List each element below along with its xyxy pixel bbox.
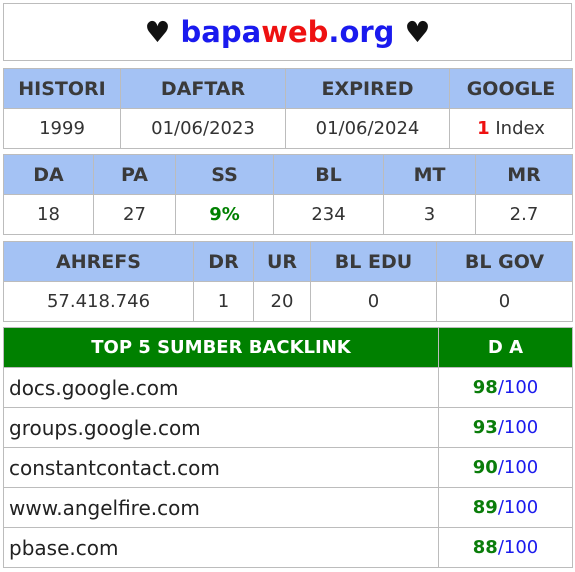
score-value: 93 [472,417,498,438]
heart-icon: ♥ [144,15,171,49]
table-row: constantcontact.com 90/100 [3,447,573,488]
table-row: www.angelfire.com 89/100 [3,487,573,528]
backlink-site: www.angelfire.com [3,487,439,528]
value-daftar: 01/06/2023 [120,108,286,149]
backlink-score: 98/100 [438,367,573,408]
header-ahrefs: AHREFS [3,241,194,282]
site-title: ♥ bapaweb.org ♥ [3,3,572,61]
score-max: /100 [497,417,539,438]
score-max: /100 [497,377,539,398]
header-google: GOOGLE [449,68,573,109]
value-da: 18 [3,194,94,235]
header-top-backlink: TOP 5 SUMBER BACKLINK [3,327,439,368]
backlink-site: docs.google.com [3,367,439,408]
header-mt: MT [383,154,476,195]
value-pa: 27 [93,194,176,235]
value-ur: 20 [253,281,311,322]
value-expired: 01/06/2024 [285,108,450,149]
header-ur: UR [253,241,311,282]
value-bl-edu: 0 [310,281,437,322]
header-dr: DR [193,241,254,282]
title-box: ♥ bapaweb.org ♥ [3,3,572,61]
table-row: groups.google.com 93/100 [3,407,573,448]
google-index-count: 1 [477,118,490,139]
header-da: DA [3,154,94,195]
header-mr: MR [475,154,573,195]
backlink-score: 89/100 [438,487,573,528]
title-part-bapa: bapa [180,15,262,49]
header-bl-edu: BL EDU [310,241,437,282]
score-max: /100 [497,537,539,558]
score-max: /100 [497,497,539,518]
title-part-org: .org [328,15,395,49]
header-backlink-da: D A [438,327,573,368]
score-value: 98 [472,377,498,398]
score-value: 90 [472,457,498,478]
value-google: 1 Index [449,108,573,149]
header-bl: BL [273,154,384,195]
header-ss: SS [175,154,274,195]
table-row: pbase.com 88/100 [3,527,573,568]
header-expired: EXPIRED [285,68,450,109]
score-max: /100 [497,457,539,478]
backlink-site: groups.google.com [3,407,439,448]
heart-icon: ♥ [404,15,431,49]
ahrefs-table: AHREFS DR UR BL EDU BL GOV 57.418.746 1 … [3,241,573,322]
score-value: 88 [472,537,498,558]
header-bl-gov: BL GOV [436,241,573,282]
value-mr: 2.7 [475,194,573,235]
title-part-web: web [261,15,329,49]
domain-info-table: HISTORI DAFTAR EXPIRED GOOGLE 1999 01/06… [3,68,573,149]
value-bl: 234 [273,194,384,235]
backlink-site: constantcontact.com [3,447,439,488]
backlink-score: 88/100 [438,527,573,568]
backlink-score: 90/100 [438,447,573,488]
google-index-label: Index [489,118,545,139]
header-histori: HISTORI [3,68,121,109]
value-mt: 3 [383,194,476,235]
header-daftar: DAFTAR [120,68,286,109]
table-row: docs.google.com 98/100 [3,367,573,408]
metrics-table: DA PA SS BL MT MR 18 27 9% 234 3 2.7 [3,154,573,235]
value-bl-gov: 0 [436,281,573,322]
backlink-table: TOP 5 SUMBER BACKLINK D A docs.google.co… [3,327,573,568]
value-dr: 1 [193,281,254,322]
value-ahrefs: 57.418.746 [3,281,194,322]
backlink-site: pbase.com [3,527,439,568]
score-value: 89 [472,497,498,518]
value-histori: 1999 [3,108,121,149]
header-pa: PA [93,154,176,195]
value-ss: 9% [175,194,274,235]
backlink-score: 93/100 [438,407,573,448]
